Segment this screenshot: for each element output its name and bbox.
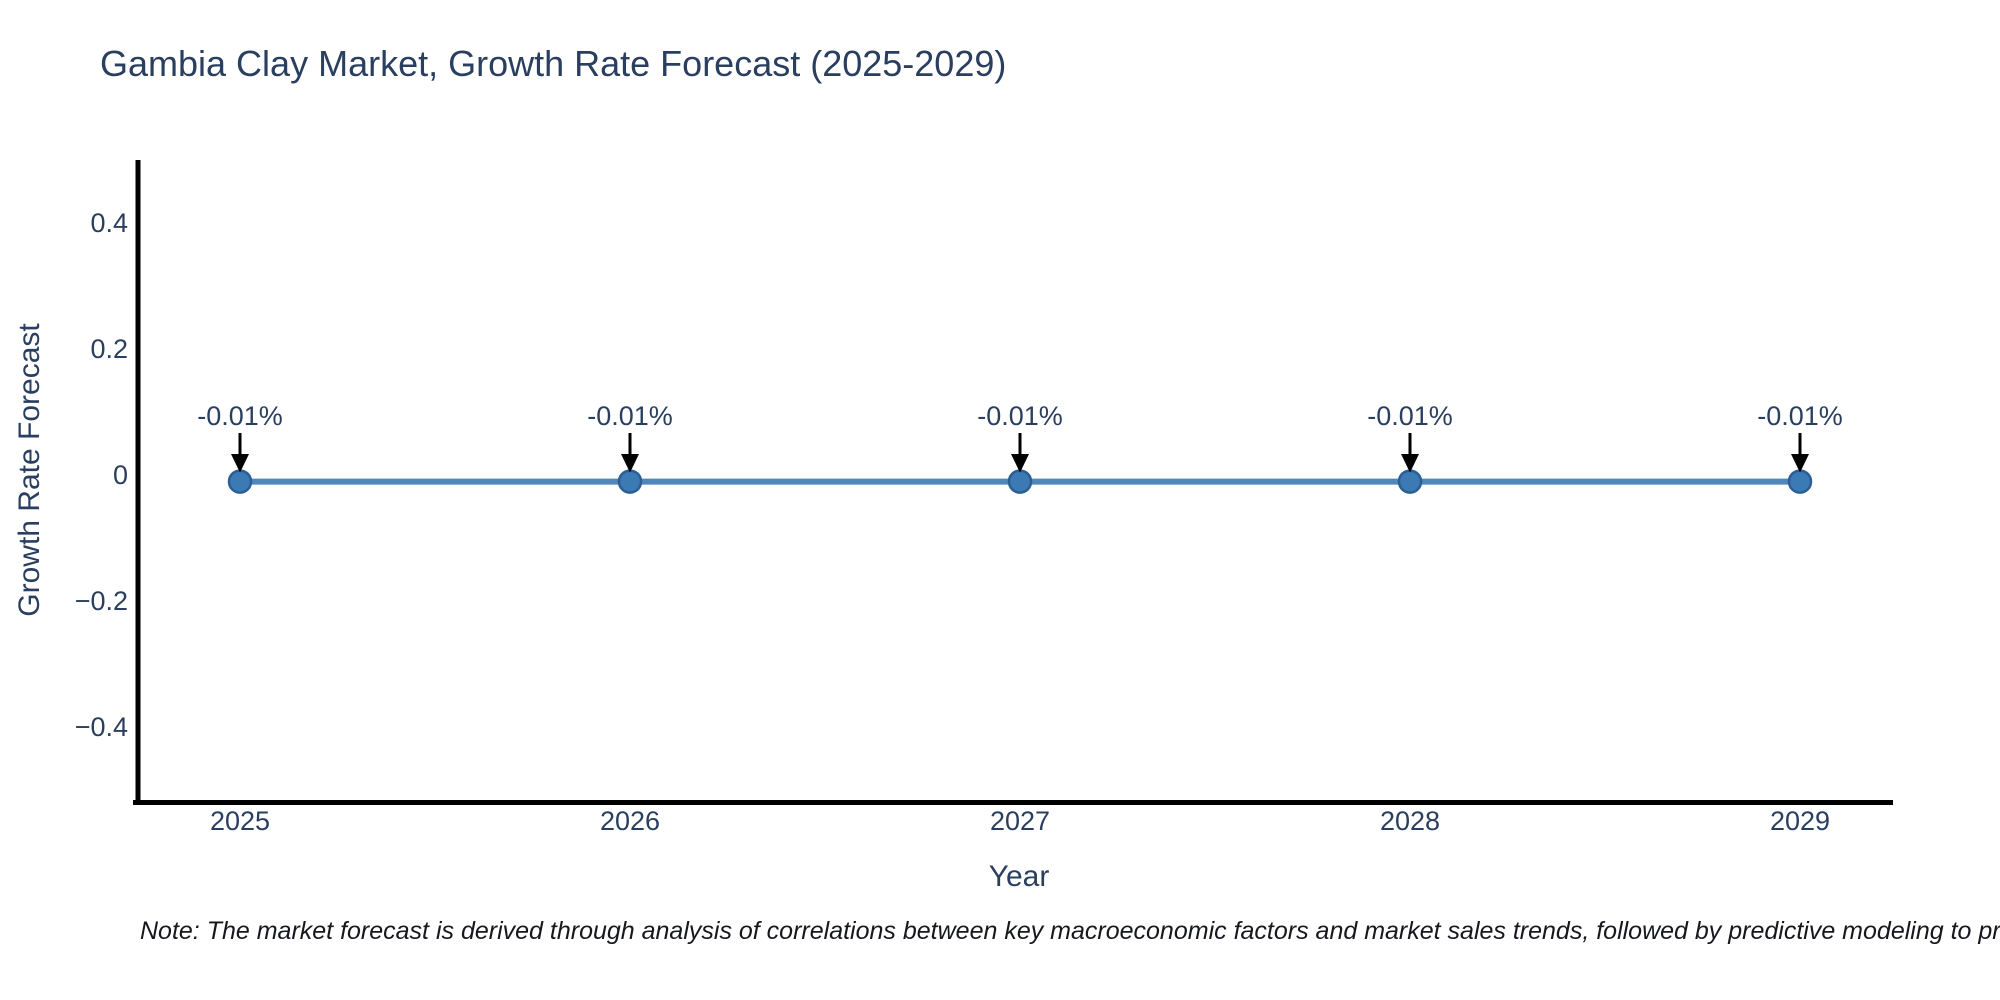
annotation-arrowhead (231, 454, 249, 473)
annotation-label: -0.01% (197, 401, 283, 431)
y-tick-label: −0.4 (74, 711, 128, 742)
annotation-arrowhead (1401, 454, 1419, 473)
chart-title: Gambia Clay Market, Growth Rate Forecast… (100, 43, 1007, 84)
y-tick-label: 0 (112, 459, 128, 490)
annotation-label: -0.01% (977, 401, 1063, 431)
y-tick-label: −0.2 (74, 585, 128, 616)
annotation-label: -0.01% (1757, 401, 1843, 431)
data-point-marker (1787, 469, 1813, 494)
y-tick-label: 0.2 (90, 333, 128, 364)
annotation-arrowhead (1791, 454, 1809, 473)
y-tick-label: 0.4 (90, 207, 128, 238)
data-point-marker (1397, 469, 1423, 494)
footnote: Note: The market forecast is derived thr… (140, 917, 2000, 945)
x-tick-label: 2025 (209, 806, 271, 836)
x-tick-label: 2028 (1379, 806, 1441, 836)
annotation-arrowhead (1011, 454, 1029, 473)
x-tick-label: 2026 (599, 806, 661, 836)
x-tick-label: 2027 (989, 806, 1051, 836)
x-tick-label: 2029 (1769, 806, 1831, 836)
data-point-marker (227, 469, 253, 494)
annotation-arrowhead (621, 454, 639, 473)
annotation-label: -0.01% (1367, 401, 1453, 431)
x-axis-title: Year (988, 860, 1050, 893)
annotation-label: -0.01% (587, 401, 673, 431)
data-point-marker (1007, 469, 1033, 494)
data-point-marker (617, 469, 643, 494)
